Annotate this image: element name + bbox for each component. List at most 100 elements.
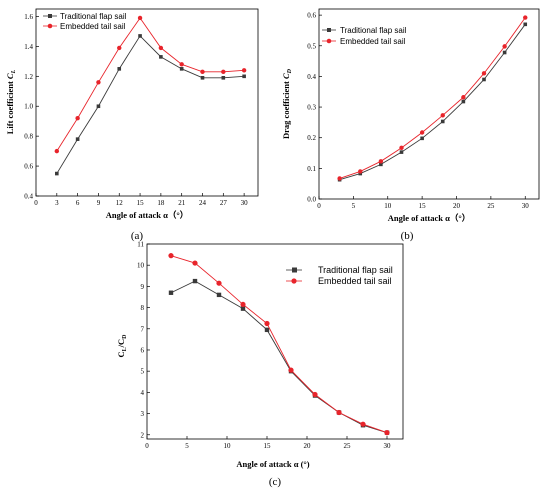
chart-c-x-tick-label: 20 xyxy=(304,442,312,450)
chart-b-x-tick-label: 15 xyxy=(419,202,427,210)
chart-b-x-tick-label: 5 xyxy=(352,202,356,210)
chart-b-point-embedded xyxy=(358,169,363,174)
chart-c-series-1-line xyxy=(170,255,388,434)
chart-a-point-embedded xyxy=(137,15,143,21)
chart-b-point-traditional xyxy=(399,150,404,154)
chart-c-point-embedded xyxy=(312,391,318,398)
chart-c-point-traditional xyxy=(264,327,270,333)
chart-c-point-embedded xyxy=(168,253,174,259)
chart-a-series xyxy=(54,15,247,176)
chart-c-legend-entry-traditional: Traditional flap sail xyxy=(318,265,393,275)
chart-c-series-0-line xyxy=(170,280,388,434)
chart-a-point-embedded xyxy=(221,69,226,75)
chart-b-x-tick-label: 25 xyxy=(487,202,495,210)
chart-c-y-tick-label: 3 xyxy=(141,410,145,418)
chart-c-y-axis-label-slash: /C xyxy=(116,339,126,349)
chart-c-y-axis-label-num-subscript: L xyxy=(122,347,128,351)
chart-a-point-embedded xyxy=(158,45,164,51)
chart-b-point-embedded xyxy=(419,130,425,135)
chart-c-point-traditional xyxy=(216,292,222,298)
chart-a-point-embedded xyxy=(200,69,205,75)
chart-c-y-ticks: 2 3 4 5 6 7 8 9 10 11 xyxy=(137,241,150,439)
chart-a-point-embedded xyxy=(179,62,184,67)
chart-a-point-traditional xyxy=(96,104,101,109)
chart-a-point-traditional xyxy=(75,137,80,141)
chart-a-legend-marker-circle xyxy=(47,23,53,29)
chart-b-caption: (b) xyxy=(401,230,414,242)
chart-b-legend-entry-embedded: Embedded tail sail xyxy=(340,37,406,46)
chart-a-frame xyxy=(35,8,259,197)
chart-c-y-tick-label: 9 xyxy=(141,283,145,291)
chart-c-y-tick-label: 7 xyxy=(141,325,145,333)
chart-a-y-tick-label: 1.4 xyxy=(24,43,33,51)
chart-b-x-tick-label: 30 xyxy=(522,202,530,210)
chart-a-legend: Traditional flap sail Embedded tail sail xyxy=(43,12,127,31)
chart-b-series-1-line xyxy=(339,17,526,179)
chart-b-point-embedded xyxy=(399,145,404,151)
chart-b-y-tick-label: 0.1 xyxy=(307,165,316,173)
chart-c-y-axis-label-symbol: C xyxy=(116,351,126,357)
chart-c-legend-marker-square xyxy=(292,267,297,273)
chart-a-point-embedded xyxy=(117,45,122,51)
chart-a-point-traditional xyxy=(221,76,226,80)
chart-a-point-traditional xyxy=(159,55,163,59)
chart-a-point-traditional xyxy=(200,76,205,80)
chart-b-x-tick-label: 10 xyxy=(384,202,392,210)
chart-c-x-tick-label: 10 xyxy=(224,442,232,450)
chart-a-y-axis-label: Lift coefficient CL xyxy=(5,69,17,134)
chart-b-series xyxy=(337,15,528,182)
chart-b-point-traditional xyxy=(440,119,445,124)
chart-b-y-axis-label-text: Drag coefficient xyxy=(281,79,291,139)
chart-c-point-traditional xyxy=(192,278,198,284)
chart-c-point-embedded xyxy=(192,260,198,266)
chart-c-x-tick-label: 15 xyxy=(264,442,272,450)
chart-b-x-tick-label: 20 xyxy=(453,202,461,210)
chart-b-point-traditional xyxy=(482,77,486,82)
chart-c-point-traditional xyxy=(240,306,246,311)
chart-b-point-traditional xyxy=(461,99,466,104)
chart-a-y-tick-label: 0.8 xyxy=(24,133,33,141)
chart-a-point-embedded xyxy=(54,148,60,154)
chart-b-point-embedded xyxy=(440,113,445,118)
chart-a-x-axis-label: Angle of attack α（°） xyxy=(106,210,189,220)
chart-a-x-tick-label: 3 xyxy=(55,199,59,207)
chart-c-y-tick-label: 10 xyxy=(137,262,145,270)
chart-a-y-ticks: 0.4 0.6 0.8 1.0 1.2 1.4 1.6 xyxy=(24,13,39,201)
chart-b-point-embedded xyxy=(337,176,342,181)
chart-a-x-tick-label: 0 xyxy=(34,199,38,207)
chart-a-caption: (a) xyxy=(131,230,144,242)
chart-a-legend-marker-square xyxy=(48,14,52,18)
chart-a-y-tick-label: 1.6 xyxy=(24,13,33,21)
chart-b-y-axis-label-subscript: D xyxy=(287,68,293,74)
chart-a-y-tick-label: 1.0 xyxy=(24,103,33,111)
chart-a-x-tick-label: 27 xyxy=(220,199,228,207)
chart-b-y-tick-label: 0.6 xyxy=(307,12,316,20)
chart-c-y-tick-label: 11 xyxy=(137,241,144,249)
chart-c-legend-marker-circle xyxy=(291,278,297,284)
chart-b-point-traditional xyxy=(420,136,424,141)
chart-c-y-tick-label: 2 xyxy=(141,431,145,439)
chart-a-series-1-line xyxy=(56,17,245,152)
chart-a-point-traditional xyxy=(242,74,246,79)
chart-a-legend-entry-traditional: Traditional flap sail xyxy=(60,12,127,21)
chart-a-x-tick-label: 12 xyxy=(116,199,124,207)
chart-a-x-tick-label: 30 xyxy=(241,199,249,207)
chart-c-x-axis-label: Angle of attack α (°) xyxy=(236,459,309,469)
chart-b-point-traditional xyxy=(379,162,383,167)
chart-a-x-tick-label: 15 xyxy=(137,199,145,207)
chart-a-point-traditional xyxy=(117,67,122,71)
chart-b-series-0-line xyxy=(339,24,526,181)
chart-b: 0 5 10 15 20 25 30 0.0 0.1 0.2 0.3 0.4 0.5 0.6 Angle… xyxy=(281,8,540,242)
chart-c-x-tick-label: 5 xyxy=(185,442,189,450)
chart-a-point-traditional xyxy=(55,171,59,176)
chart-c-point-embedded xyxy=(288,367,294,373)
chart-b-legend: Traditional flap sail Embedded tail sail xyxy=(322,26,407,46)
chart-c-x-ticks: 0 5 10 15 20 25 30 xyxy=(145,436,391,450)
chart-c-y-tick-label: 4 xyxy=(141,389,145,397)
chart-a-point-embedded xyxy=(96,80,101,85)
chart-c-point-embedded xyxy=(360,421,366,427)
chart-b-legend-entry-traditional: Traditional flap sail xyxy=(340,26,407,35)
chart-a-legend-entry-embedded: Embedded tail sail xyxy=(60,22,126,31)
chart-b-point-embedded xyxy=(461,95,466,100)
